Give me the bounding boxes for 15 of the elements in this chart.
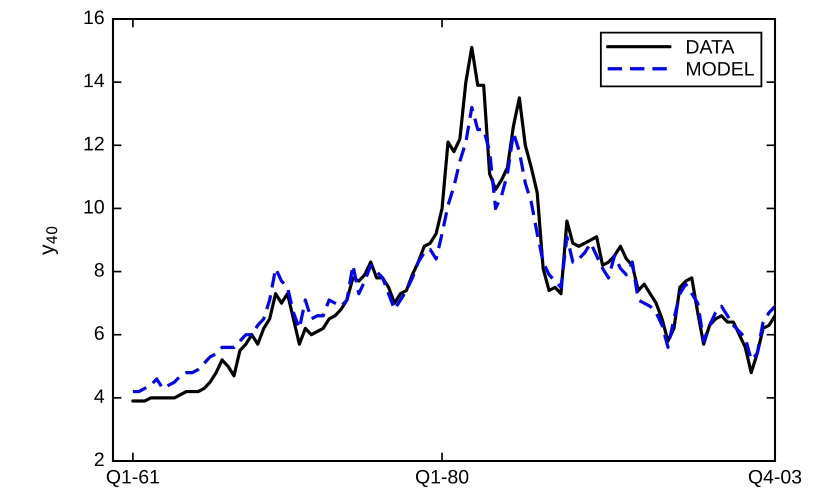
y-tick-label: 8 [94,263,104,277]
y-tick-label: 12 [84,136,104,150]
y-tick-label: 14 [84,74,104,88]
legend-label: MODEL [687,62,754,76]
y-tick-label: 2 [94,452,104,466]
y-axis-title: y$_{40}$ [42,226,58,255]
x-tick-label: Q4-03 [748,470,802,488]
x-tick-label: Q1-61 [106,470,159,488]
y-tick-label: 16 [84,10,104,24]
y-tick-label: 6 [94,326,104,340]
legend-label: DATA [687,40,734,54]
x-tick-label: Q1-80 [416,470,468,488]
y-tick-label: 10 [84,200,104,214]
y-tick-label: 4 [94,390,104,403]
line-series [131,106,775,394]
